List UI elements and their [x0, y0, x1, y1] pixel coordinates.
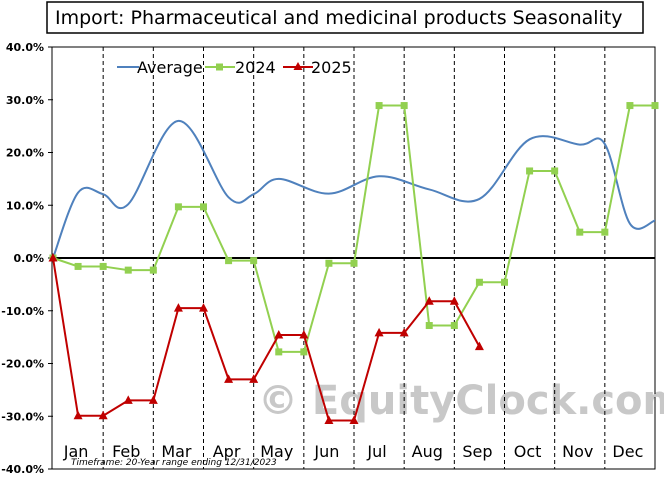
data-point-2025	[449, 296, 459, 305]
data-point-2024	[450, 322, 458, 330]
data-point-2025	[224, 374, 234, 383]
watermark: © EquityClock.com	[258, 378, 664, 424]
x-tick-label: Aug	[412, 442, 443, 461]
data-point-2024	[425, 322, 433, 330]
data-point-2024	[325, 259, 333, 267]
y-tick-label: -20.0%	[1, 358, 44, 371]
data-point-2024	[501, 278, 508, 286]
y-tick-label: -10.0%	[1, 305, 44, 318]
data-point-2025	[474, 341, 484, 351]
x-tick-label: Jan	[63, 442, 89, 461]
data-point-2025	[324, 415, 334, 424]
data-point-2025	[349, 415, 359, 424]
y-tick-label: 40.0%	[6, 41, 44, 54]
y-tick-label: 30.0%	[6, 94, 44, 107]
x-tick-label: Nov	[562, 442, 593, 461]
data-point-2024	[400, 102, 408, 110]
legend-2024-marker	[216, 63, 223, 71]
data-point-2024	[576, 228, 584, 236]
legend-2024-label: 2024	[235, 58, 276, 77]
data-point-2024	[651, 102, 659, 110]
x-tick-label: Jun	[313, 442, 339, 461]
x-tick-label: Mar	[161, 442, 192, 461]
data-point-2024	[200, 203, 207, 211]
data-point-2024	[350, 259, 358, 267]
y-tick-label: 0.0%	[13, 252, 44, 265]
x-tick-label: Sep	[462, 442, 492, 461]
x-tick-label: Dec	[612, 442, 643, 461]
x-tick-label: Jul	[366, 442, 386, 461]
timeframe-footnote: Timeframe: 20-Year range ending 12/31/20…	[71, 458, 277, 468]
x-axis-ticks: Jan Feb Mar Apr May Jun Jul Aug Sep Oct Nov Dec	[63, 442, 644, 461]
series-line-2025	[52, 257, 481, 422]
legend-2025-marker	[293, 62, 303, 70]
data-point-2025	[274, 330, 284, 339]
legend-2025-label: 2025	[311, 58, 352, 77]
y-tick-label: 20.0%	[6, 147, 44, 160]
series-line-average	[52, 119, 656, 259]
data-point-2025	[374, 327, 384, 337]
chart-title: Import: Pharmaceutical and medicinal pro…	[55, 7, 623, 29]
data-point-2024	[300, 348, 308, 356]
data-point-2024	[475, 278, 483, 286]
y-tick-label: -40.0%	[1, 463, 44, 476]
data-point-2025	[199, 303, 208, 312]
data-point-2024	[275, 348, 283, 356]
data-point-2025	[148, 395, 158, 404]
data-point-2025	[173, 303, 183, 312]
data-point-2024	[174, 203, 182, 211]
x-tick-label: May	[260, 442, 293, 461]
x-tick-label: Oct	[514, 442, 542, 461]
data-point-2024	[375, 102, 383, 110]
data-point-2024	[250, 257, 258, 265]
data-point-2025	[48, 253, 58, 262]
y-tick-label: 10.0%	[6, 199, 44, 212]
legend: Average 2024 2025	[117, 58, 352, 77]
data-point-2024	[551, 167, 559, 175]
title-box	[46, 1, 644, 34]
data-point-2025	[399, 327, 409, 337]
data-point-2025	[249, 374, 259, 383]
data-point-2024	[526, 167, 534, 175]
data-point-2024	[601, 228, 609, 236]
data-point-2024	[149, 266, 157, 274]
data-point-2025	[299, 330, 309, 339]
x-tick-label: Apr	[213, 442, 241, 461]
data-point-2024	[225, 257, 233, 265]
data-point-2025	[123, 395, 133, 404]
series-layer	[48, 102, 659, 424]
data-point-2024	[74, 262, 82, 270]
y-axis-ticks: 40.0% 30.0% 20.0% 10.0% 0.0% -10.0% -20.0% -30.…	[1, 41, 53, 476]
data-point-2024	[124, 266, 132, 274]
data-point-2025	[98, 410, 108, 420]
data-point-2025	[424, 296, 434, 305]
x-tick-label: Feb	[112, 442, 140, 461]
data-point-2024	[99, 262, 107, 270]
data-point-2025	[73, 410, 83, 420]
data-point-2024	[626, 102, 634, 110]
y-tick-label: -30.0%	[1, 410, 44, 423]
legend-average-label: Average	[137, 58, 203, 77]
